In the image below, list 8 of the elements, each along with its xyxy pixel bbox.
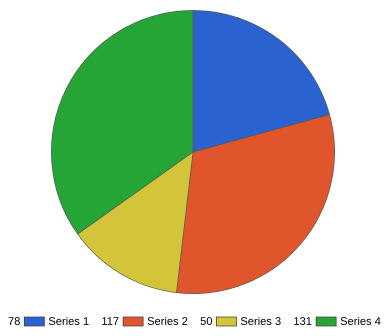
legend-label: Series 4 [340,316,381,325]
legend-label: Series 3 [240,316,281,325]
data-label: 78 [8,317,20,325]
data-label: 50 [200,317,212,325]
data-label: 131 [294,317,312,325]
legend-label: Series 2 [148,316,188,325]
legend-label: Series 1 [48,316,89,325]
data-label: 117 [102,317,119,325]
